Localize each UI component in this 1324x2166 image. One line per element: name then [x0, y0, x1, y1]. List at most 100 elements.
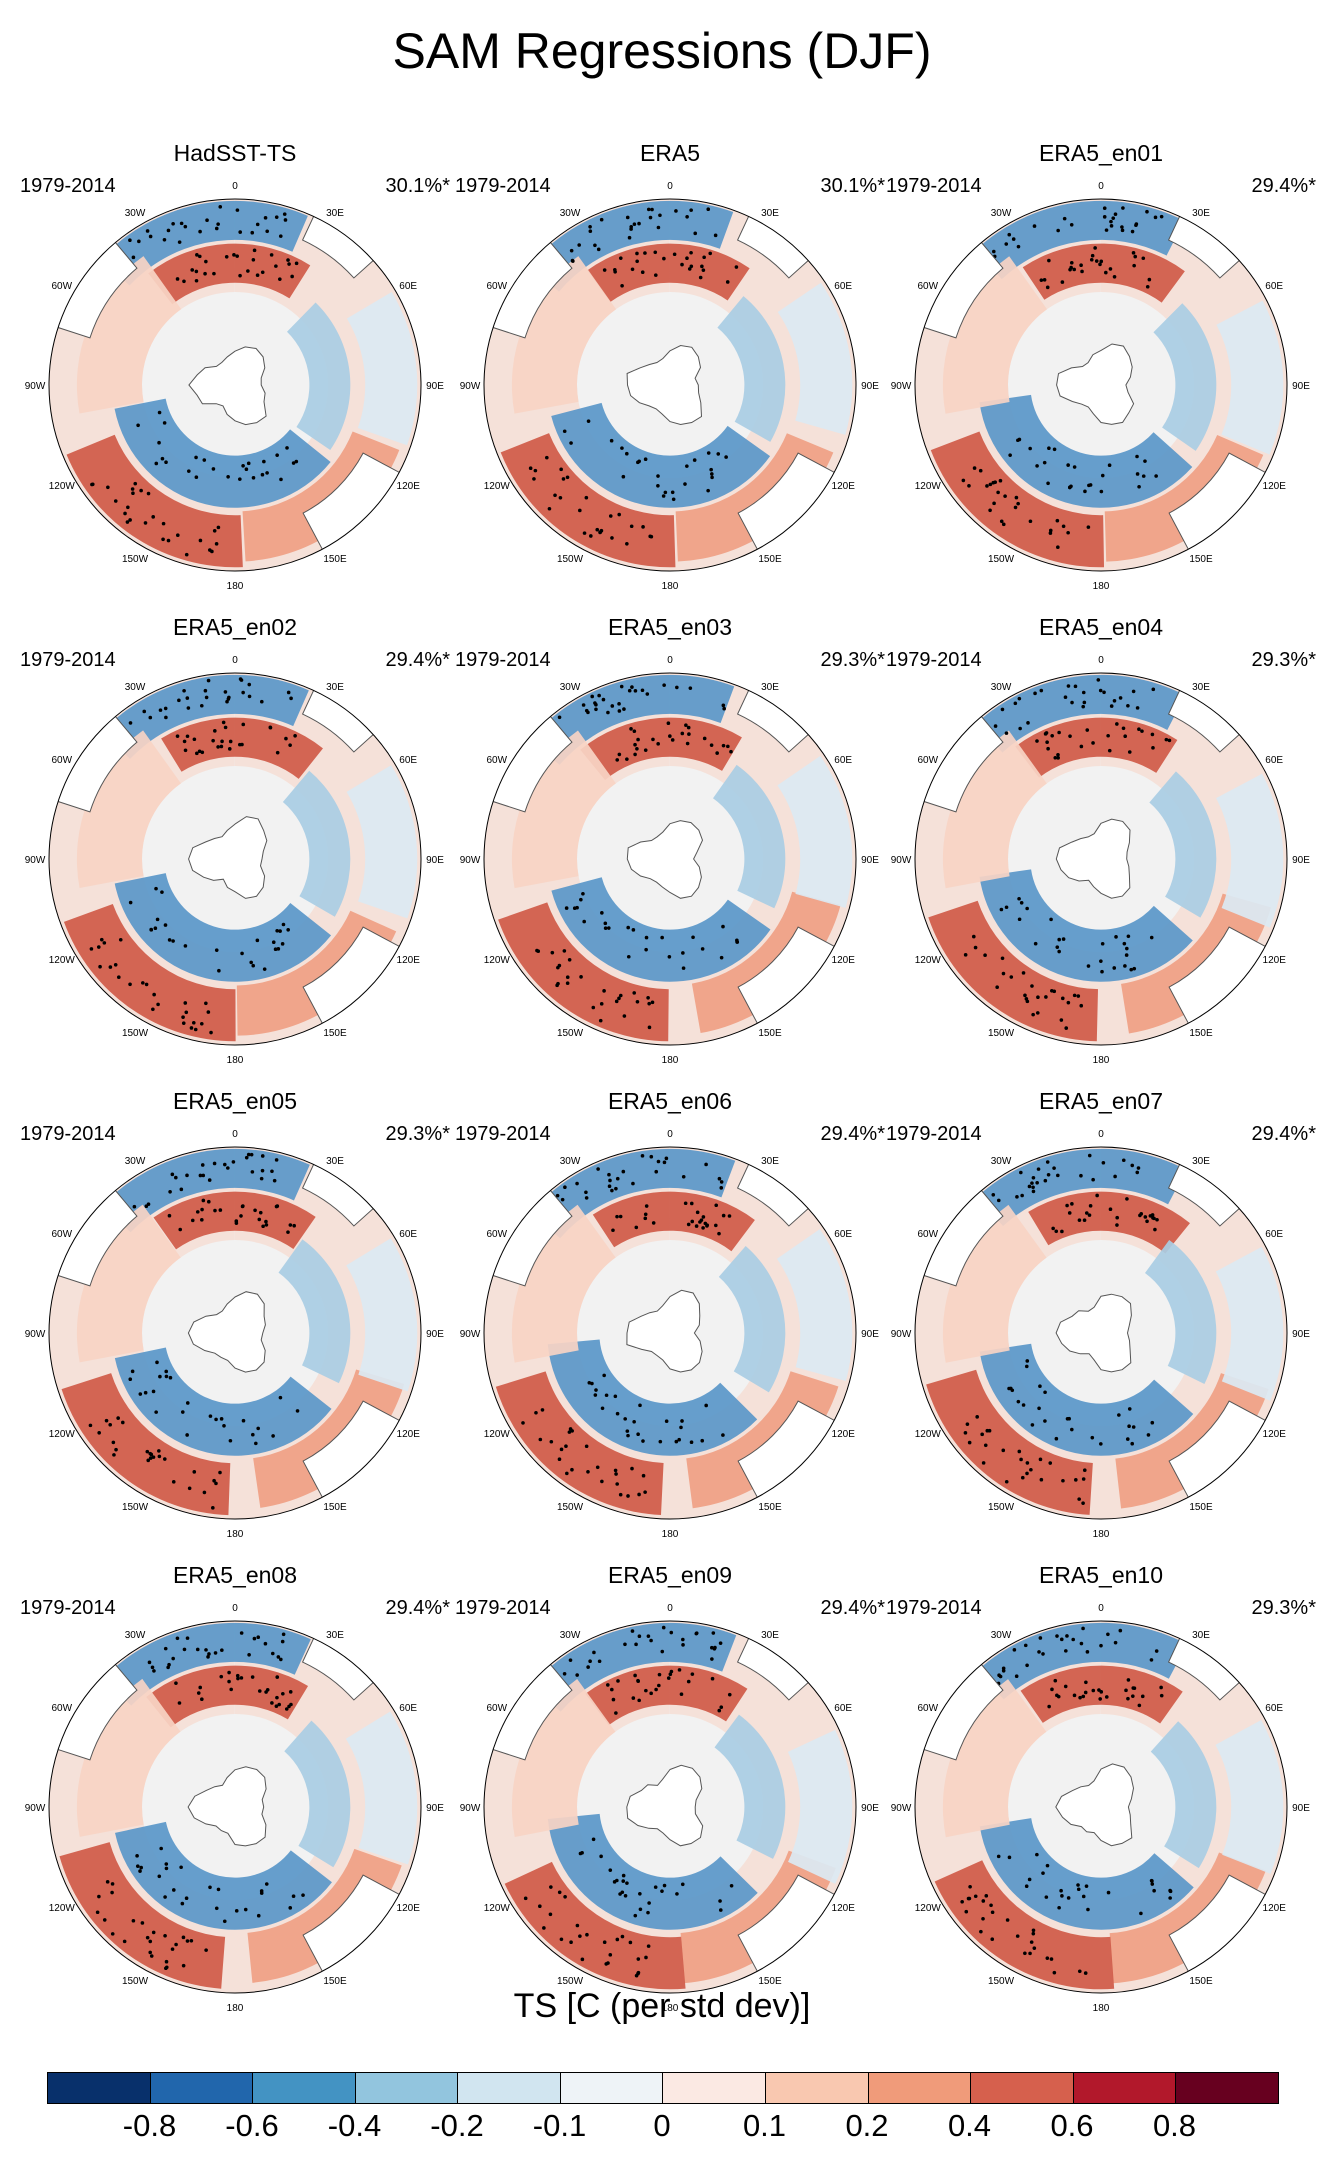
- longitude-label: 0: [1098, 1129, 1104, 1140]
- longitude-label: 60E: [1265, 1229, 1283, 1240]
- longitude-label: 90W: [25, 381, 46, 392]
- significance-dot: [596, 1167, 600, 1171]
- significance-dot: [1019, 1457, 1023, 1462]
- significance-dot: [135, 1854, 139, 1858]
- significance-dot: [122, 1939, 127, 1944]
- significance-dot: [577, 243, 581, 247]
- significance-dot: [1056, 228, 1060, 233]
- anomaly-region: [777, 282, 853, 435]
- significance-dot: [1030, 1423, 1035, 1427]
- significance-dot: [985, 1428, 990, 1433]
- significance-dot: [572, 906, 577, 911]
- significance-dot: [671, 497, 676, 502]
- longitude-label: 30W: [560, 1630, 581, 1641]
- significance-dot: [141, 981, 145, 985]
- significance-dot: [1140, 1694, 1145, 1699]
- significance-dot: [1035, 1852, 1039, 1857]
- significance-dot: [1112, 966, 1117, 970]
- significance-dot: [145, 229, 150, 233]
- significance-dot: [626, 1433, 630, 1438]
- significance-dot: [1099, 489, 1104, 494]
- significance-dot: [534, 1410, 538, 1415]
- colorbar-tick-label: -0.8: [122, 2108, 177, 2143]
- significance-dot: [1069, 222, 1074, 227]
- significance-dot: [981, 1916, 985, 1921]
- significance-dot: [278, 929, 282, 933]
- significance-dot: [259, 1891, 264, 1895]
- significance-dot: [201, 1173, 206, 1178]
- significance-dot: [181, 1015, 185, 1019]
- significance-dot: [235, 208, 240, 212]
- significance-dot: [611, 1228, 615, 1233]
- significance-dot: [97, 1430, 101, 1435]
- longitude-label: 120W: [484, 481, 511, 492]
- significance-dot: [615, 1411, 620, 1416]
- significance-dot: [1046, 481, 1050, 486]
- significance-dot: [1063, 1684, 1068, 1689]
- significance-dot: [193, 1027, 198, 1032]
- longitude-label: 30E: [1192, 1156, 1210, 1167]
- significance-dot: [657, 1672, 662, 1677]
- longitude-label: 90E: [426, 1803, 444, 1814]
- significance-dot: [610, 704, 615, 708]
- significance-dot: [1048, 528, 1053, 533]
- significance-dot: [1064, 1026, 1069, 1030]
- significance-dot: [1045, 740, 1049, 745]
- significance-dot: [603, 921, 608, 926]
- significance-dot: [1024, 1364, 1029, 1369]
- significance-dot: [1060, 1229, 1064, 1234]
- significance-dot: [548, 1912, 553, 1917]
- significance-dot: [130, 1369, 135, 1374]
- significance-dot: [198, 538, 203, 543]
- longitude-label: 30W: [125, 1630, 146, 1641]
- significance-dot: [1109, 704, 1114, 708]
- significance-dot: [204, 695, 209, 700]
- longitude-label: 30W: [560, 208, 581, 219]
- longitude-label: 30E: [326, 1156, 344, 1167]
- colorbar-segment: [458, 2073, 561, 2103]
- anomaly-region: [498, 902, 669, 1042]
- significance-dot: [278, 277, 282, 281]
- significance-dot: [565, 975, 570, 979]
- significance-dot: [1085, 1650, 1090, 1654]
- longitude-label: 120W: [484, 1429, 511, 1440]
- significance-dot: [1065, 1416, 1070, 1421]
- anomaly-region: [551, 402, 771, 508]
- panel-title: ERA5_en10: [1038, 1562, 1164, 1588]
- significance-dot: [131, 255, 136, 260]
- significance-dot: [594, 707, 598, 712]
- figure-title: SAM Regressions (DJF): [392, 23, 932, 79]
- significance-dot: [1126, 1678, 1131, 1682]
- significance-dot: [704, 1403, 708, 1408]
- significance-dot: [1078, 1695, 1082, 1700]
- significance-dot: [190, 1218, 195, 1223]
- significance-dot: [978, 468, 983, 473]
- significance-dot: [206, 1010, 211, 1014]
- significance-dot: [991, 1193, 996, 1197]
- significance-dot: [561, 477, 566, 481]
- significance-dot: [625, 1881, 629, 1885]
- significance-dot: [691, 935, 695, 940]
- significance-dot: [214, 1906, 219, 1911]
- significance-dot: [102, 941, 107, 945]
- panel-period: 1979-2014: [20, 1597, 116, 1619]
- significance-dot: [1152, 1888, 1156, 1893]
- significance-dot: [608, 1953, 613, 1957]
- significance-dot: [1149, 935, 1154, 940]
- significance-dot: [236, 1676, 240, 1681]
- significance-dot: [985, 484, 989, 488]
- significance-dot: [260, 270, 265, 275]
- significance-dot: [538, 1904, 542, 1909]
- significance-dot: [701, 1215, 706, 1219]
- longitude-label: 90W: [891, 381, 912, 392]
- longitude-label: 180: [227, 1055, 244, 1066]
- significance-dot: [689, 250, 693, 255]
- significance-dot: [578, 1934, 582, 1938]
- significance-dot: [669, 1669, 674, 1674]
- anomaly-region: [979, 394, 1193, 508]
- significance-dot: [1039, 1477, 1044, 1482]
- significance-dot: [125, 520, 130, 524]
- anomaly-region: [926, 1369, 1093, 1515]
- significance-dot: [1113, 1640, 1118, 1645]
- significance-dot: [611, 1697, 616, 1702]
